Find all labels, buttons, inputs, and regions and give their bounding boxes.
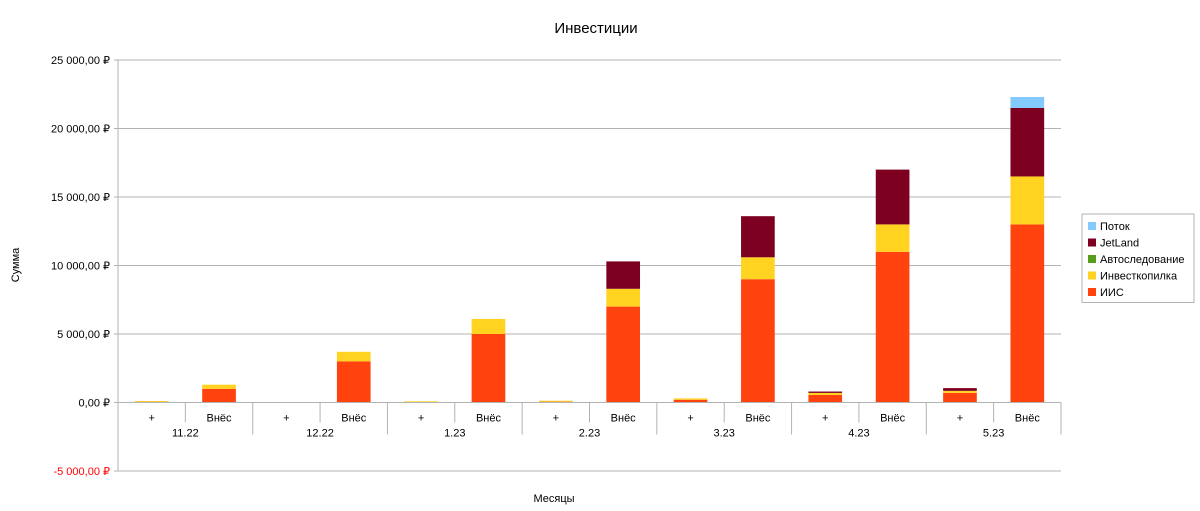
legend-swatch xyxy=(1088,288,1096,296)
x-subcategory-label: Внёс xyxy=(1015,413,1041,425)
x-month-label: 11.22 xyxy=(172,428,199,440)
bar-segment xyxy=(606,288,641,307)
x-month-label: 4.23 xyxy=(848,428,869,440)
y-tick-label: 10 000,00 ₽ xyxy=(51,261,110,273)
x-subcategory-label: + xyxy=(283,413,289,425)
x-month-label: 1.23 xyxy=(444,428,465,440)
legend-swatch xyxy=(1088,271,1096,280)
x-subcategory-label: + xyxy=(687,413,693,425)
bar-segment xyxy=(202,384,236,389)
y-tick-label: -5 000,00 ₽ xyxy=(53,466,110,478)
y-tick-label: 0,00 ₽ xyxy=(79,398,110,410)
bar-segment xyxy=(404,401,438,403)
bar-segment xyxy=(336,351,371,362)
legend-swatch xyxy=(1088,255,1096,263)
x-month-label: 3.23 xyxy=(714,428,735,440)
x-subcategory-label: Внёс xyxy=(880,413,906,425)
legend-label: Поток xyxy=(1100,221,1130,233)
chart-title: Инвестиции xyxy=(554,20,637,37)
bar-segment xyxy=(471,334,506,403)
bar-segment xyxy=(875,169,910,225)
x-subcategory-label: + xyxy=(418,413,424,425)
y-tick-label: 25 000,00 ₽ xyxy=(51,55,110,67)
bar-segment xyxy=(336,361,371,403)
bar-segment xyxy=(538,400,573,402)
bar-segment xyxy=(673,398,708,400)
legend-swatch xyxy=(1088,238,1096,247)
x-subcategory-label: Внёс xyxy=(207,413,233,425)
bar-segment xyxy=(134,401,169,402)
bar-segment xyxy=(808,392,843,395)
y-axis-label: Сумма xyxy=(10,247,22,282)
x-subcategory-label: Внёс xyxy=(341,413,367,425)
bar-segment xyxy=(606,261,641,289)
bar-segment xyxy=(875,224,910,252)
bars xyxy=(134,96,1045,404)
bar-segment xyxy=(1010,107,1045,177)
legend-label: Инвесткопилка xyxy=(1100,271,1178,283)
x-axis-categories: + Внёс + Внёс + Внёс + Внёс + Внёс + Внёс + Внёс 11.22… xyxy=(117,402,1062,440)
y-tick-label: 5 000,00 ₽ xyxy=(57,329,110,341)
x-subcategory-label: + xyxy=(957,413,963,425)
y-axis-ticks: -5 000,00 ₽ 0,00 ₽ 5 000,00 ₽ 10 000,00 ₽ 15… xyxy=(51,55,118,478)
x-month-label: 2.23 xyxy=(579,428,600,440)
legend-label: ИИС xyxy=(1100,287,1124,299)
legend-swatch xyxy=(1088,222,1096,230)
bar-segment xyxy=(606,306,641,403)
legend: Поток JetLand Автоследование Инвесткопилка И… xyxy=(1081,213,1195,303)
y-tick-label: 15 000,00 ₽ xyxy=(51,192,110,204)
bar-segment xyxy=(741,216,775,258)
bar-segment xyxy=(1010,96,1045,108)
legend-box xyxy=(1081,213,1195,303)
bar-segment xyxy=(943,392,977,403)
bar-segment xyxy=(943,388,977,391)
x-subcategory-label: Внёс xyxy=(611,413,637,425)
x-subcategory-label: Внёс xyxy=(745,413,771,425)
x-subcategory-label: + xyxy=(822,413,828,425)
y-tick-label: 20 000,00 ₽ xyxy=(51,124,110,136)
x-axis-label: Месяцы xyxy=(533,493,574,505)
x-month-label: 12.22 xyxy=(306,428,334,440)
bar-segment xyxy=(808,391,843,393)
x-subcategory-label: + xyxy=(553,413,559,425)
bar-segment xyxy=(741,279,775,403)
bar-segment xyxy=(943,390,977,393)
bar-segment xyxy=(202,388,236,403)
legend-label: Автоследование xyxy=(1100,254,1184,266)
bar-segment xyxy=(134,401,169,403)
bar-segment xyxy=(673,399,708,403)
bar-segment xyxy=(741,257,775,280)
bar-segment xyxy=(808,394,843,403)
legend-label: JetLand xyxy=(1100,238,1139,250)
bar-segment xyxy=(1010,224,1045,403)
bar-segment xyxy=(875,251,910,403)
bar-segment xyxy=(1010,176,1045,225)
x-subcategory-label: + xyxy=(148,413,154,425)
x-subcategory-label: Внёс xyxy=(476,413,502,425)
bar-segment xyxy=(471,318,506,334)
x-month-label: 5.23 xyxy=(983,428,1004,440)
